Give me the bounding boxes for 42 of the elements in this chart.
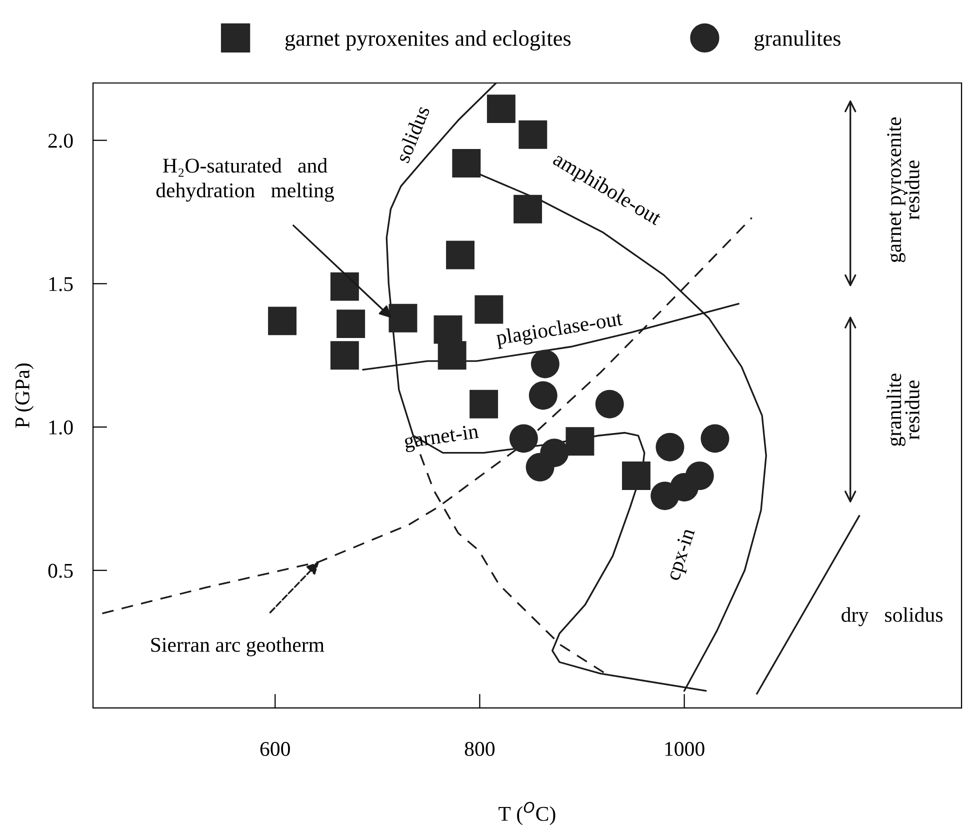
point [700, 424, 730, 453]
point [650, 482, 680, 510]
legend-label: granulites [754, 30, 840, 50]
point [438, 341, 466, 370]
annotation: cpx-in [666, 527, 699, 582]
point [514, 194, 542, 224]
x-tick-label: 1000 [665, 742, 704, 756]
y-tick-label: 0.5 [48, 564, 73, 578]
point [336, 310, 366, 338]
x-axis-title: T ($^{O}$C) [498, 802, 556, 826]
point [566, 427, 594, 456]
point [446, 240, 475, 270]
point [530, 350, 560, 378]
y-tick-label: 1.0 [49, 420, 73, 435]
point [526, 452, 554, 482]
point [518, 120, 548, 149]
annotation: solidus [394, 104, 430, 164]
point [330, 341, 359, 370]
legend-label: garnet pyroxenites and eclogites [285, 30, 571, 50]
y-tick-label: 2.0 [48, 134, 73, 148]
point [656, 432, 684, 462]
point [595, 390, 624, 418]
point [330, 272, 359, 301]
y-tick-label: 1.5 [49, 277, 73, 292]
point [268, 306, 297, 336]
point [528, 381, 558, 410]
y-axis-title: P (GPa) [14, 364, 34, 428]
annotation: Sierran arc geotherm [151, 637, 324, 656]
annotation: garnet-in [404, 424, 480, 452]
point [622, 462, 650, 490]
point [470, 390, 498, 418]
annotation: H₂O-saturated and dehydration melting [156, 158, 334, 202]
point [452, 149, 481, 178]
point [434, 315, 462, 344]
annotation: dry solidus [842, 607, 943, 626]
x-tick-label: 800 [464, 742, 495, 756]
annotation: garnet pyroxenite residue [887, 117, 920, 262]
point [486, 94, 516, 124]
point [509, 424, 538, 453]
x-tick-label: 600 [260, 742, 290, 756]
point [388, 304, 418, 332]
annotation: granulite residue [886, 374, 920, 446]
